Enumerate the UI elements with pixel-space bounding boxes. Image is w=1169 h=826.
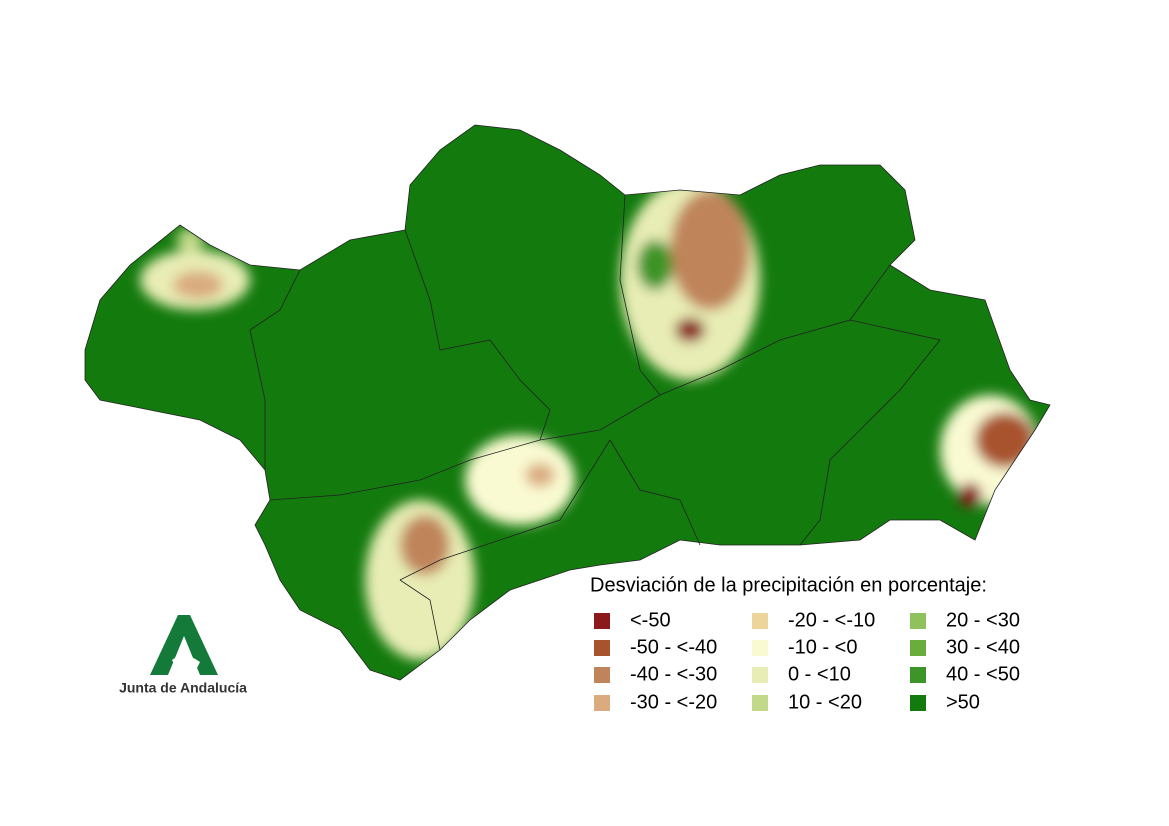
legend-swatch <box>594 695 610 711</box>
logo-text: Junta de Andalucía <box>119 680 247 696</box>
legend-swatch <box>910 640 926 656</box>
legend-swatch <box>752 640 768 656</box>
legend-label: -40 - <-30 <box>630 663 717 685</box>
legend-swatch <box>910 667 926 683</box>
legend-label: 10 - <20 <box>788 691 862 713</box>
legend-swatch <box>910 613 926 629</box>
legend-label: -30 - <-20 <box>630 691 717 713</box>
legend-title: Desviación de la precipitación en porcen… <box>590 574 987 596</box>
legend: Desviación de la precipitación en porcen… <box>590 574 1020 713</box>
legend-swatch <box>752 695 768 711</box>
logo-mark-cut <box>172 655 200 670</box>
legend-swatch <box>752 667 768 683</box>
legend-label: 20 - <30 <box>946 609 1020 631</box>
legend-label: 30 - <40 <box>946 636 1020 658</box>
legend-swatch <box>594 640 610 656</box>
province-borders <box>84 124 1051 681</box>
legend-label: 0 - <10 <box>788 663 851 685</box>
logo-mark <box>150 615 218 675</box>
legend-label: -10 - <0 <box>788 636 857 658</box>
anomaly-areas <box>140 180 1040 660</box>
legend-label: -50 - <-40 <box>630 636 717 658</box>
legend-label: 40 - <50 <box>946 663 1020 685</box>
logo: Junta de Andalucía <box>119 615 247 696</box>
legend-swatch <box>752 613 768 629</box>
legend-label: >50 <box>946 691 980 713</box>
legend-label: <-50 <box>630 609 671 631</box>
legend-label: -20 - <-10 <box>788 609 875 631</box>
legend-swatch <box>910 695 926 711</box>
legend-swatch <box>594 667 610 683</box>
legend-swatch <box>594 613 610 629</box>
